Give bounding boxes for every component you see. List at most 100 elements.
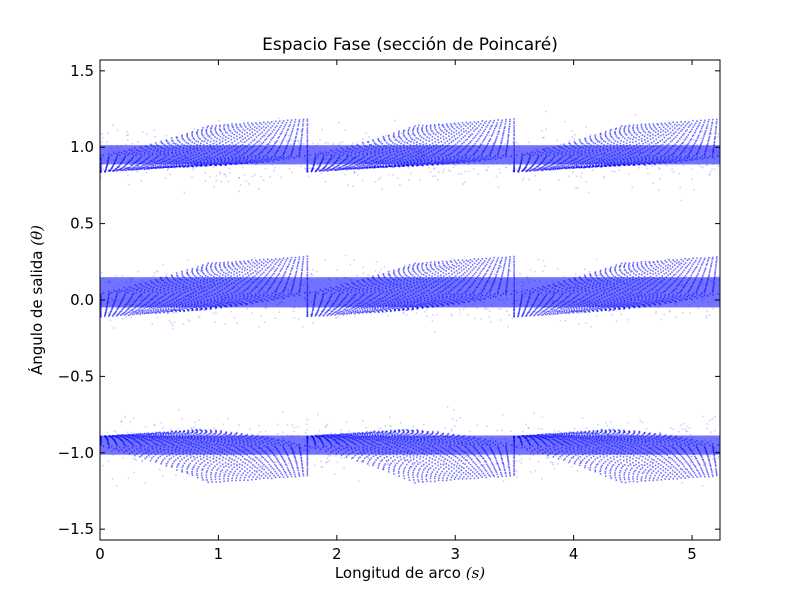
- scatter-point-sparse: [231, 439, 234, 442]
- scatter-point: [277, 460, 279, 462]
- scatter-point: [262, 125, 265, 128]
- scatter-point: [184, 164, 187, 167]
- scatter-point: [143, 307, 146, 310]
- scatter-point-sparse: [115, 431, 117, 433]
- scatter-point-sparse: [153, 144, 156, 147]
- scatter-point: [301, 129, 304, 131]
- scatter-point-sparse: [109, 146, 112, 149]
- scatter-point-sparse: [265, 308, 268, 310]
- scatter-point: [220, 430, 222, 432]
- scatter-point: [181, 135, 183, 138]
- scatter-point: [205, 275, 207, 277]
- scatter-point: [185, 432, 187, 435]
- scatter-point: [284, 472, 287, 474]
- scatter-point: [119, 169, 122, 172]
- scatter-point: [239, 261, 242, 264]
- scatter-point: [202, 468, 204, 470]
- scatter-point: [268, 129, 270, 131]
- scatter-point: [301, 134, 303, 137]
- scatter-point: [349, 165, 351, 167]
- scatter-point: [227, 274, 230, 276]
- scatter-point: [375, 166, 378, 168]
- scatter-point: [290, 462, 292, 465]
- scatter-point: [230, 138, 233, 141]
- scatter-point: [306, 139, 309, 141]
- scatter-point-sparse: [201, 290, 203, 293]
- scatter-point-sparse: [260, 144, 263, 147]
- scatter-point-sparse: [212, 457, 214, 460]
- scatter-point-sparse: [260, 315, 263, 317]
- scatter-point-sparse: [215, 311, 217, 314]
- scatter-point: [252, 261, 254, 264]
- scatter-point: [232, 126, 234, 129]
- scatter-point: [271, 125, 274, 127]
- scatter-point: [172, 164, 175, 167]
- scatter-point-sparse: [152, 275, 155, 277]
- scatter-point-sparse: [225, 297, 228, 299]
- scatter-point: [434, 141, 436, 143]
- scatter-point: [162, 308, 165, 310]
- scatter-point-sparse: [117, 153, 119, 156]
- scatter-point: [176, 165, 178, 167]
- scatter-point: [192, 137, 195, 139]
- scatter-point: [236, 131, 238, 134]
- scatter-point-sparse: [175, 160, 177, 163]
- scatter-point: [282, 265, 285, 267]
- scatter-point: [476, 139, 479, 142]
- scatter-point: [215, 124, 217, 127]
- scatter-point-sparse: [276, 442, 279, 445]
- scatter-point: [292, 125, 295, 128]
- scatter-point: [301, 130, 303, 133]
- scatter-point: [189, 456, 192, 459]
- scatter-point: [141, 309, 144, 311]
- scatter-point: [225, 272, 227, 275]
- scatter-point-sparse: [157, 151, 160, 153]
- scatter-point: [377, 166, 380, 169]
- scatter-point: [302, 123, 304, 125]
- scatter-point-sparse: [235, 150, 237, 152]
- scatter-point-sparse: [289, 284, 291, 287]
- scatter-point: [148, 309, 150, 312]
- scatter-point-sparse: [254, 173, 256, 176]
- scatter-point: [290, 270, 292, 272]
- scatter-point-sparse: [118, 304, 120, 307]
- scatter-point-sparse: [164, 177, 167, 179]
- scatter-point-sparse: [113, 169, 115, 171]
- scatter-point-sparse: [175, 136, 177, 138]
- scatter-point-sparse: [171, 328, 174, 330]
- scatter-point-sparse: [112, 327, 115, 329]
- scatter-point: [128, 168, 131, 170]
- scatter-point: [330, 168, 333, 171]
- scatter-point-sparse: [288, 168, 291, 170]
- scatter-point-sparse: [259, 457, 262, 460]
- scatter-point: [212, 142, 215, 145]
- scatter-point: [412, 163, 414, 166]
- scatter-point: [141, 433, 143, 436]
- scatter-point: [100, 165, 102, 167]
- scatter-point: [186, 471, 188, 473]
- scatter-point: [186, 269, 189, 271]
- scatter-point: [238, 274, 241, 276]
- scatter-point: [267, 461, 269, 464]
- scatter-point: [448, 135, 450, 137]
- scatter-point: [267, 258, 269, 261]
- scatter-point: [172, 432, 174, 435]
- scatter-point: [294, 259, 296, 261]
- scatter-point-sparse: [286, 442, 289, 444]
- scatter-point: [263, 468, 265, 471]
- scatter-density-core: [100, 145, 307, 165]
- scatter-point: [233, 133, 236, 136]
- scatter-point: [454, 143, 457, 146]
- scatter-point: [137, 433, 140, 435]
- scatter-point: [207, 164, 209, 167]
- scatter-point: [289, 137, 291, 140]
- scatter-point: [261, 467, 264, 470]
- scatter-point-sparse: [166, 156, 168, 158]
- scatter-point: [200, 431, 203, 433]
- scatter-point-sparse: [130, 316, 132, 319]
- scatter-point-sparse: [195, 161, 198, 163]
- scatter-point: [256, 476, 259, 478]
- scatter-point: [175, 165, 177, 168]
- scatter-point-sparse: [227, 272, 229, 274]
- scatter-point: [191, 267, 194, 270]
